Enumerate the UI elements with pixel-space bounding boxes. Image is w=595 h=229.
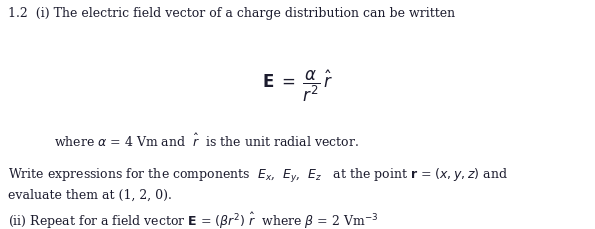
- Text: 1.2  (i) The electric field vector of a charge distribution can be written: 1.2 (i) The electric field vector of a c…: [8, 7, 455, 20]
- Text: where $\alpha$ = 4 Vm and  $\hat{r}$  is the unit radial vector.: where $\alpha$ = 4 Vm and $\hat{r}$ is t…: [54, 133, 359, 150]
- Text: Write expressions for the components  $E_x$,  $E_y$,  $E_z$   at the point $\mat: Write expressions for the components $E_…: [8, 167, 508, 202]
- Text: (ii) Repeat for a field vector $\mathbf{E}$ = $(\beta r^2)$ $\hat{r}$  where $\b: (ii) Repeat for a field vector $\mathbf{…: [8, 211, 378, 229]
- Text: $\mathbf{E}\;=\;\dfrac{\alpha}{r^2}\,\hat{r}$: $\mathbf{E}\;=\;\dfrac{\alpha}{r^2}\,\ha…: [262, 69, 333, 104]
